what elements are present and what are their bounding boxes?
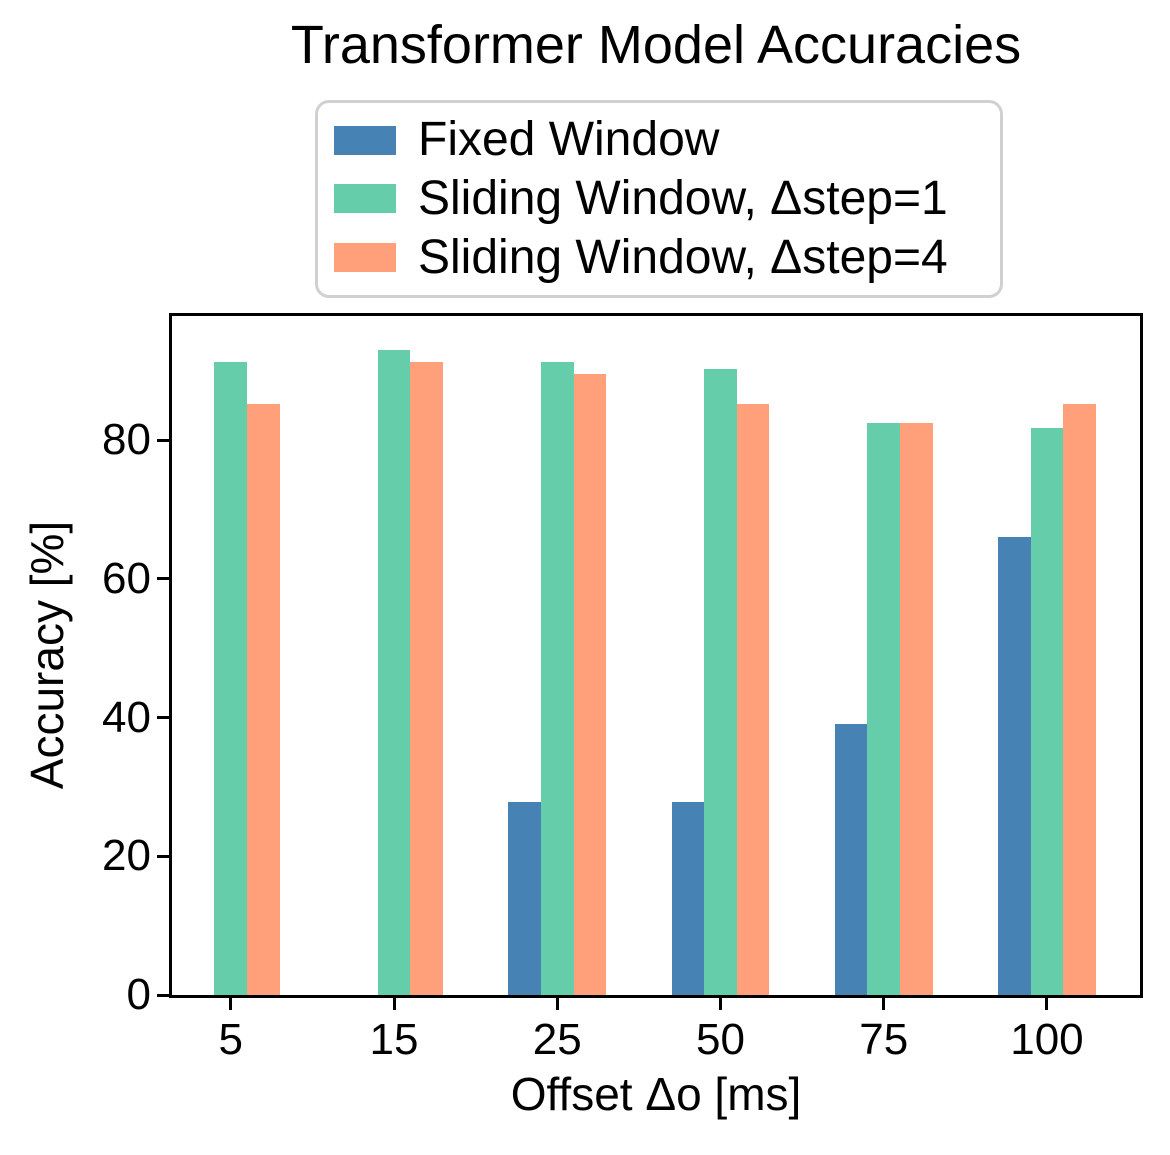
bar-series2-15ms xyxy=(410,362,443,995)
chart-title: Transformer Model Accuracies xyxy=(290,15,1022,75)
x-tick-label-15: 15 xyxy=(369,1015,419,1064)
bar-series0-75ms xyxy=(834,723,868,995)
x-tick-label-100: 100 xyxy=(1010,1015,1084,1064)
x-tick-label-50: 50 xyxy=(695,1015,745,1064)
y-tick-60 xyxy=(157,577,169,581)
bar-series2-25ms xyxy=(573,373,607,995)
bar-series0-50ms xyxy=(671,802,705,995)
bar-series2-5ms xyxy=(247,404,280,995)
legend-label: Sliding Window, Δstep=1 xyxy=(418,171,948,225)
legend-label: Fixed Window xyxy=(418,113,720,167)
legend: Fixed Window Sliding Window, Δstep=1 Sli… xyxy=(315,100,1003,298)
y-tick-0 xyxy=(157,993,169,997)
x-axis-label: Offset Δo [ms] xyxy=(510,1068,802,1120)
y-tick-label-40: 40 xyxy=(102,692,151,742)
y-tick-label-0: 0 xyxy=(126,970,151,1019)
y-tick-80 xyxy=(157,438,169,442)
bar-series0-25ms xyxy=(508,802,541,995)
y-tick-label-60: 60 xyxy=(102,553,151,603)
x-tick-5 xyxy=(229,998,233,1010)
y-tick-label-80: 80 xyxy=(102,415,151,465)
legend-swatch-fixed-window xyxy=(334,125,396,155)
plot-area: 0 20 40 60 80 5 15 25 50 75 100 xyxy=(102,313,1143,1062)
bar-series1-75ms xyxy=(867,422,901,995)
legend-swatch-sliding-window-step4 xyxy=(334,243,396,273)
y-tick-20 xyxy=(157,854,169,858)
legend-label: Sliding Window, Δstep=4 xyxy=(418,230,948,284)
bar-series1-100ms xyxy=(1030,428,1064,995)
bar-series2-100ms xyxy=(1063,404,1096,995)
y-axis-label: Accuracy [%] xyxy=(21,520,73,790)
x-tick-label-25: 25 xyxy=(532,1015,582,1064)
x-tick-label-5: 5 xyxy=(218,1015,243,1064)
legend-swatch-sliding-window-step1 xyxy=(334,184,396,214)
bar-series1-25ms xyxy=(540,362,574,995)
y-tick-label-20: 20 xyxy=(102,831,151,881)
x-tick-50 xyxy=(718,998,722,1010)
bar-series2-75ms xyxy=(900,422,933,995)
bar-series1-50ms xyxy=(704,368,737,995)
x-tick-100 xyxy=(1045,998,1049,1010)
legend-item-sliding-window-step1: Sliding Window, Δstep=1 xyxy=(334,170,990,228)
x-tick-75 xyxy=(882,998,886,1010)
bar-series1-15ms xyxy=(377,349,411,995)
bar-series1-5ms xyxy=(214,362,248,995)
legend-item-fixed-window: Fixed Window xyxy=(334,111,990,169)
x-tick-25 xyxy=(555,998,559,1010)
bar-series2-50ms xyxy=(736,404,770,995)
x-tick-15 xyxy=(392,998,396,1010)
bar-series0-100ms xyxy=(997,536,1031,995)
y-tick-40 xyxy=(157,716,169,720)
x-tick-label-75: 75 xyxy=(859,1015,909,1064)
legend-item-sliding-window-step4: Sliding Window, Δstep=4 xyxy=(334,229,990,287)
